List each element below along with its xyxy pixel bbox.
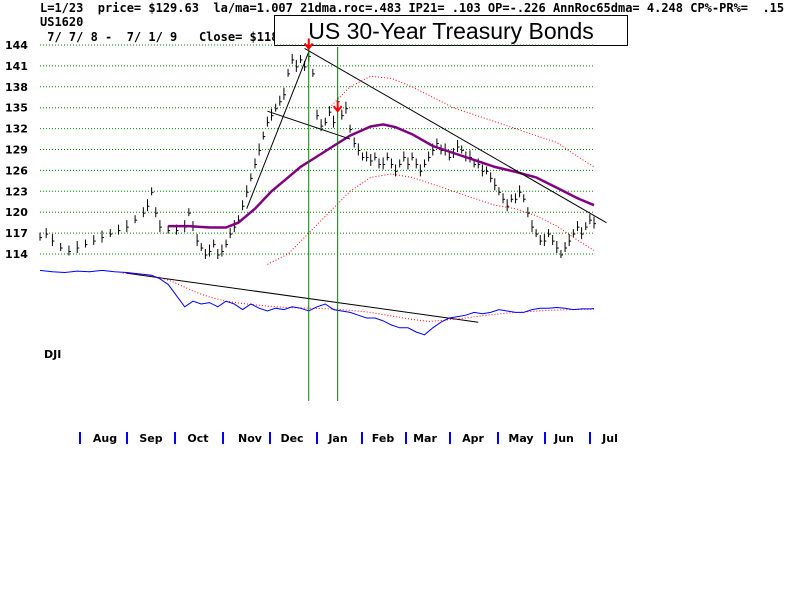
month-axis: Aug Sep Oct Nov Dec Jan Feb Mar Apr May Jun Jul: [79, 432, 618, 445]
month-label: Sep: [139, 432, 162, 445]
y-tick-label: 144: [5, 39, 28, 52]
dji-panel: DJI: [39, 269, 595, 361]
sell-arrow-head-icon: [332, 105, 343, 113]
month-label: Nov: [238, 432, 263, 445]
trend-lines: [126, 48, 607, 323]
symbol-label: US1620: [40, 15, 84, 29]
y-tick-label: 117: [5, 227, 28, 240]
sell-arrow-head-icon: [303, 42, 314, 51]
lower-band-line: [267, 173, 595, 265]
y-tick-label: 120: [5, 206, 28, 219]
y-tick-label: 135: [5, 102, 28, 115]
dji-label: DJI: [44, 348, 61, 361]
grid-lines: [40, 44, 594, 255]
chart-title: US 30-Year Treasury Bonds: [274, 15, 628, 46]
month-label: Jan: [327, 432, 347, 445]
month-label: Mar: [413, 432, 437, 445]
dji-trend-line: [126, 272, 479, 323]
y-tick-label: 141: [5, 60, 28, 73]
month-label: Feb: [372, 432, 395, 445]
month-label: Dec: [280, 432, 303, 445]
month-label: Jun: [553, 432, 574, 445]
trend-line-up: [246, 51, 310, 209]
y-tick-label: 138: [5, 81, 28, 94]
ma-line: [168, 123, 595, 229]
y-tick-label: 129: [5, 144, 28, 157]
y-tick-label: 123: [5, 185, 28, 198]
y-tick-label: 114: [5, 248, 28, 261]
dji-ma-line: [122, 272, 595, 323]
dji-line: [39, 269, 595, 336]
month-label: Jul: [601, 432, 618, 445]
moving-average: [168, 123, 595, 229]
y-axis-labels: 144 141 138 135 132 129 126 123 120 117 114: [5, 39, 28, 261]
month-label: Apr: [462, 432, 484, 445]
trend-line-down: [304, 48, 607, 224]
price-bars: [39, 49, 596, 259]
signal-markers: [303, 38, 343, 401]
stats-header-line: L=1/23 price= $129.63 la/ma=1.007 21dma.…: [40, 1, 785, 15]
bands: [267, 75, 595, 265]
y-tick-label: 126: [5, 164, 28, 177]
month-label: Oct: [187, 432, 208, 445]
y-tick-label: 132: [5, 123, 28, 136]
month-label: May: [508, 432, 533, 445]
month-label: Aug: [93, 432, 117, 445]
